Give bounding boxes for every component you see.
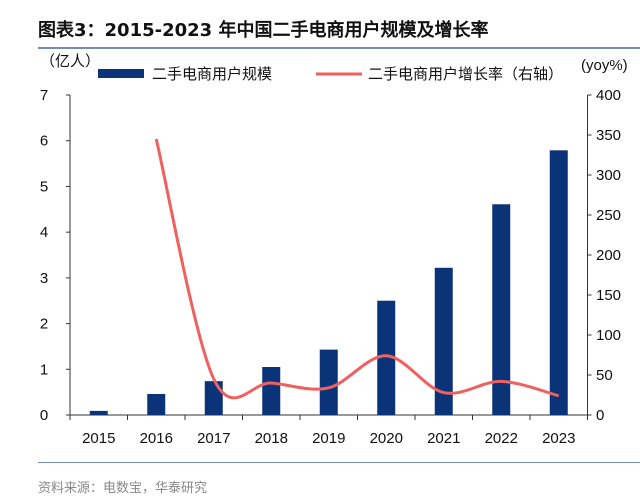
bar-2020 (377, 300, 396, 415)
chart-title: 图表3：2015-2023 年中国二手电商用户规模及增长率 (38, 20, 489, 41)
footer-divider (38, 462, 640, 463)
right-tick-label: 250 (596, 207, 621, 224)
right-axis-label: (yoy%) (581, 57, 628, 74)
legend-line-label: 二手电商用户增长率（右轴） (368, 66, 563, 83)
right-tick-label: 300 (596, 167, 621, 184)
x-tick-label: 2021 (427, 430, 460, 447)
x-tick-label: 2022 (485, 430, 518, 447)
legend-bar-label: 二手电商用户规模 (152, 66, 272, 83)
left-tick-label: 4 (40, 224, 48, 241)
left-axis-label: （亿人） (40, 53, 100, 70)
bar-2015 (89, 410, 108, 415)
x-tick-label: 2019 (312, 430, 345, 447)
x-tick-label: 2017 (197, 430, 230, 447)
left-tick-label: 7 (40, 87, 48, 104)
left-tick-label: 3 (40, 270, 48, 287)
title-divider (38, 47, 640, 49)
right-tick-label: 400 (596, 87, 621, 104)
x-tick-label: 2023 (542, 430, 575, 447)
left-tick-label: 5 (40, 178, 48, 195)
left-tick-label: 1 (40, 361, 48, 378)
legend-bar-swatch (98, 69, 144, 78)
bar-2022 (492, 204, 511, 415)
bar-2023 (549, 150, 568, 416)
bar-2017 (204, 381, 223, 415)
left-tick-label: 2 (40, 316, 48, 333)
x-tick-label: 2015 (82, 430, 115, 447)
source-note: 资料来源：电数宝，华泰研究 (38, 481, 208, 496)
bar-2018 (262, 367, 281, 415)
x-tick-label: 2016 (140, 430, 173, 447)
bar-2021 (434, 267, 453, 415)
right-tick-label: 0 (596, 407, 604, 424)
bar-2016 (147, 393, 166, 415)
left-tick-label: 6 (40, 133, 48, 150)
x-tick-label: 2020 (370, 430, 403, 447)
chart: 0 1 2 3 4 5 6 7 0 50 100 150 200 250 300 350 400 2015 2016… (40, 53, 628, 447)
bar-2019 (319, 349, 338, 415)
growth-line (154, 138, 560, 400)
x-tick-label: 2018 (255, 430, 288, 447)
right-tick-label: 200 (596, 247, 621, 264)
right-tick-label: 350 (596, 127, 621, 144)
right-tick-label: 100 (596, 327, 621, 344)
left-tick-label: 0 (40, 407, 48, 424)
right-tick-label: 50 (596, 367, 613, 384)
right-tick-label: 150 (596, 287, 621, 304)
